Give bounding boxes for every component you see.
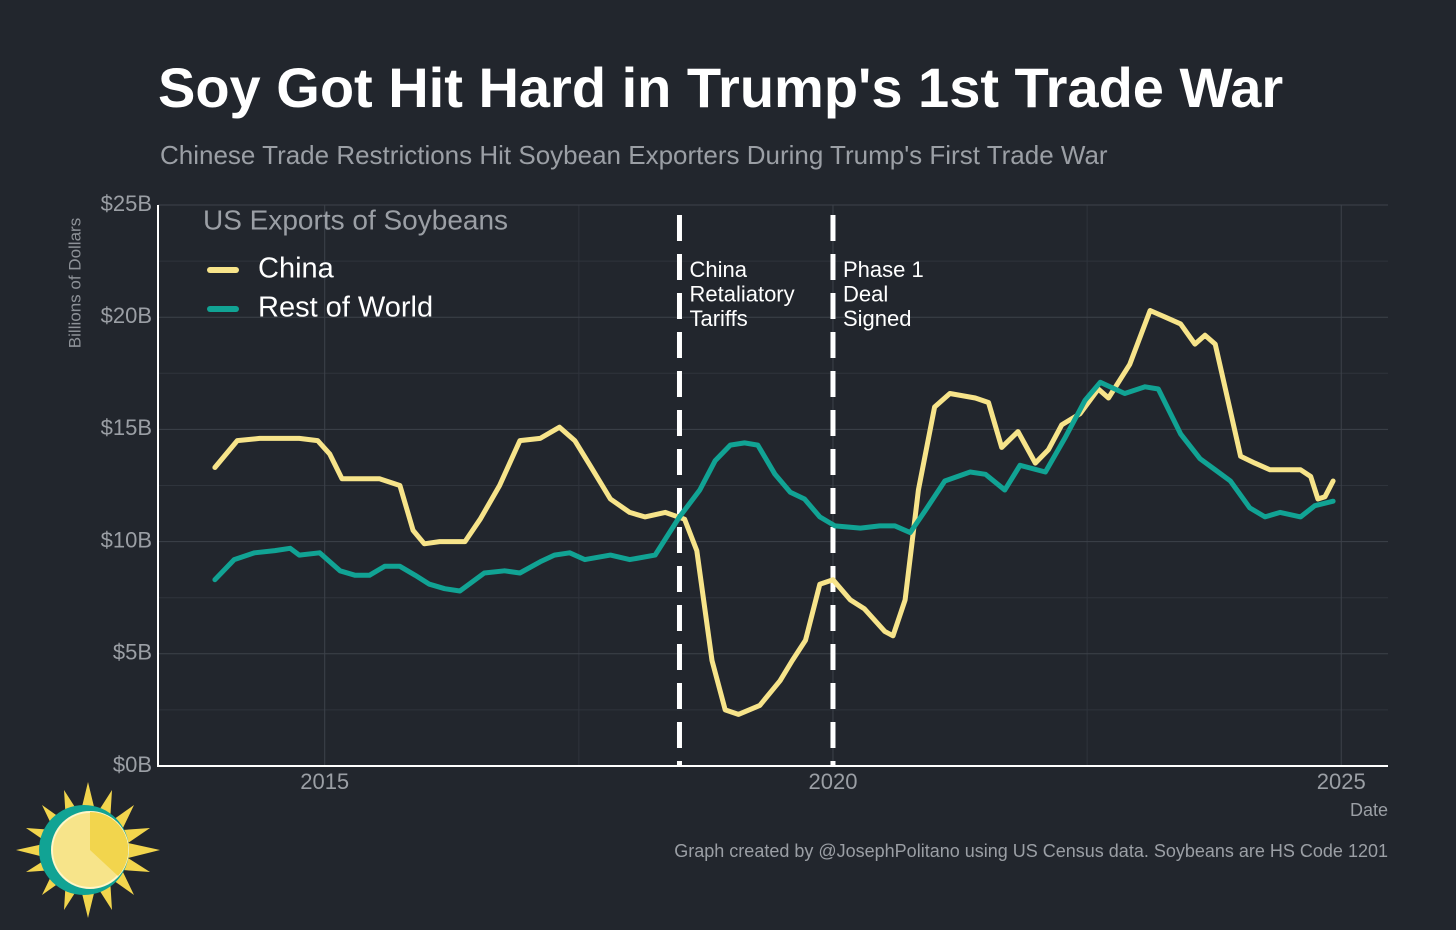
annotation-text: Tariffs bbox=[689, 306, 747, 331]
y-tick-label: $10B bbox=[101, 527, 152, 552]
x-tick-label: 2025 bbox=[1317, 769, 1366, 794]
legend-title: US Exports of Soybeans bbox=[203, 204, 508, 235]
y-tick-label: $25B bbox=[101, 191, 152, 216]
data-line bbox=[212, 379, 1336, 594]
logo-shade bbox=[90, 811, 129, 876]
y-tick-label: $0B bbox=[113, 752, 152, 777]
y-tick-label: $20B bbox=[101, 303, 152, 328]
data-line bbox=[212, 308, 1336, 717]
x-tick-label: 2015 bbox=[300, 769, 349, 794]
logo bbox=[16, 782, 160, 918]
annotation-text: Deal bbox=[843, 281, 888, 306]
chart-subtitle: Chinese Trade Restrictions Hit Soybean E… bbox=[160, 140, 1108, 170]
annotation-text: China bbox=[689, 257, 747, 282]
annotation-text: Phase 1 bbox=[843, 257, 924, 282]
annotation-text: Retaliatory bbox=[689, 281, 794, 306]
legend-label: China bbox=[258, 253, 335, 285]
y-axis-label: Billions of Dollars bbox=[65, 218, 84, 348]
annotation-text: Signed bbox=[843, 306, 912, 331]
x-tick-label: 2020 bbox=[808, 769, 857, 794]
caption: Graph created by @JosephPolitano using U… bbox=[674, 841, 1388, 861]
y-tick-label: $15B bbox=[101, 415, 152, 440]
legend-label: Rest of World bbox=[258, 292, 433, 324]
chart-title: Soy Got Hit Hard in Trump's 1st Trade Wa… bbox=[158, 56, 1283, 119]
y-tick-label: $5B bbox=[113, 640, 152, 665]
x-axis-label: Date bbox=[1350, 800, 1388, 820]
